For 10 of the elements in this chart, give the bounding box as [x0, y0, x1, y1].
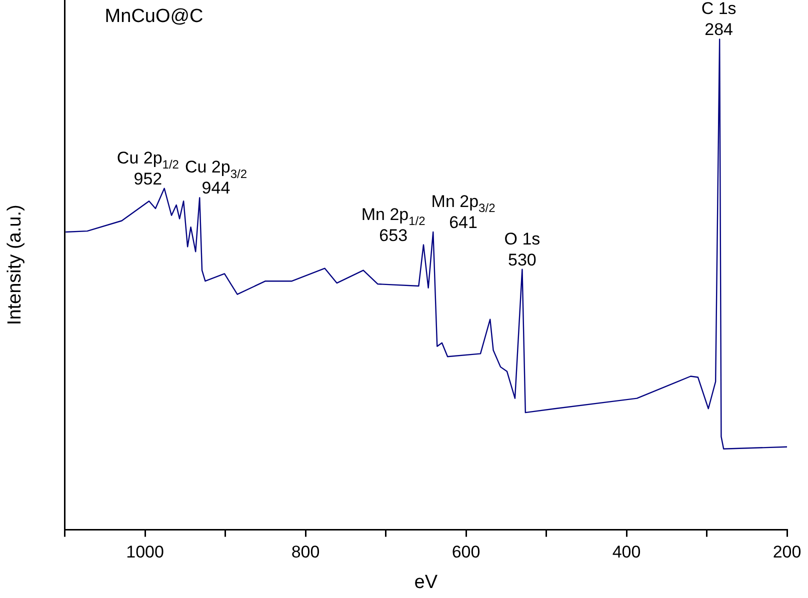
annotation: O 1s 530: [504, 229, 540, 270]
annotation: C 1s 284: [701, 0, 736, 40]
x-tick-label: 1000: [126, 542, 164, 562]
x-tick-label: 800: [291, 542, 320, 562]
x-tick-label: 200: [772, 542, 802, 562]
y-axis-title: Intensity (a.u.): [4, 204, 26, 326]
x-tick-label: 600: [452, 542, 480, 562]
x-axis-title: eV: [414, 572, 438, 593]
x-tick-label: 400: [612, 542, 641, 562]
chart-title: MnCuO@C: [104, 6, 204, 27]
